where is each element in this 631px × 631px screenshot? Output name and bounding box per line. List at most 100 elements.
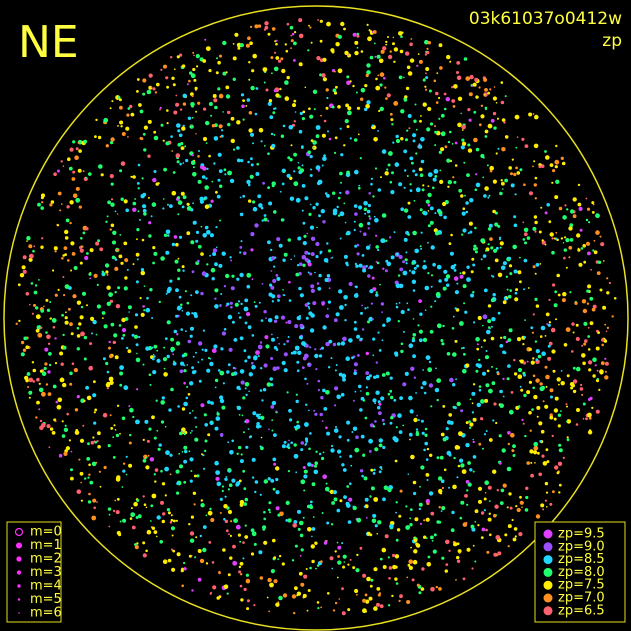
- star: [480, 114, 485, 119]
- star: [346, 485, 350, 488]
- star: [292, 523, 298, 528]
- star: [499, 344, 504, 348]
- star: [482, 371, 486, 376]
- star: [489, 327, 491, 330]
- star: [339, 455, 342, 458]
- star: [128, 463, 133, 468]
- star: [30, 282, 34, 285]
- star: [532, 386, 535, 390]
- star: [458, 188, 463, 193]
- star: [328, 339, 333, 344]
- star: [252, 411, 257, 416]
- star: [468, 221, 473, 226]
- star: [574, 301, 578, 305]
- star: [331, 256, 334, 259]
- star: [271, 184, 275, 188]
- star: [534, 340, 538, 343]
- star: [175, 153, 181, 158]
- star: [109, 354, 113, 359]
- star: [265, 317, 267, 319]
- star: [287, 320, 292, 324]
- star: [501, 118, 506, 122]
- star: [409, 58, 415, 63]
- star: [224, 477, 228, 481]
- star: [240, 573, 243, 576]
- star: [245, 578, 251, 584]
- star: [137, 163, 141, 167]
- star: [272, 457, 277, 462]
- star: [449, 251, 454, 256]
- star: [180, 430, 183, 433]
- star: [183, 445, 188, 450]
- star: [565, 266, 568, 269]
- star: [529, 429, 532, 432]
- star: [54, 293, 58, 297]
- star: [568, 256, 571, 259]
- star: [379, 604, 384, 609]
- star: [252, 53, 257, 59]
- star: [415, 543, 421, 548]
- star: [409, 183, 412, 186]
- star: [385, 97, 388, 100]
- star: [526, 360, 529, 363]
- star: [170, 518, 174, 522]
- star: [259, 389, 263, 392]
- star: [435, 585, 438, 589]
- star: [190, 240, 195, 245]
- star: [275, 274, 279, 277]
- star: [259, 413, 261, 416]
- star: [41, 391, 46, 397]
- star: [114, 291, 117, 294]
- star: [20, 340, 25, 345]
- star: [412, 133, 417, 138]
- star: [469, 422, 474, 427]
- star: [535, 349, 540, 354]
- star: [397, 320, 400, 323]
- star: [399, 489, 403, 493]
- star: [153, 355, 156, 358]
- star: [372, 30, 377, 34]
- star: [401, 31, 404, 34]
- star: [281, 562, 285, 566]
- star: [539, 440, 542, 443]
- star: [349, 454, 353, 458]
- star: [466, 547, 471, 552]
- star: [427, 210, 430, 212]
- star: [93, 380, 96, 384]
- star: [410, 38, 413, 40]
- star: [256, 162, 260, 166]
- star: [406, 129, 409, 132]
- star: [62, 254, 65, 257]
- star: [359, 546, 363, 550]
- star: [410, 454, 415, 460]
- star: [383, 76, 386, 80]
- star: [352, 32, 357, 37]
- star: [214, 378, 219, 383]
- star: [155, 399, 158, 402]
- star: [183, 401, 188, 407]
- star: [153, 344, 158, 349]
- star: [131, 525, 136, 530]
- star: [269, 511, 271, 514]
- star: [330, 257, 333, 259]
- star: [502, 300, 507, 305]
- star: [94, 441, 98, 444]
- star: [57, 397, 63, 403]
- magnitude-swatch: [14, 527, 24, 537]
- star: [308, 302, 311, 305]
- star: [575, 323, 579, 327]
- star: [395, 538, 399, 542]
- star: [430, 305, 433, 308]
- star: [377, 400, 381, 404]
- star: [526, 461, 530, 465]
- star: [239, 540, 242, 543]
- star: [380, 49, 385, 54]
- star: [76, 326, 80, 330]
- star: [119, 383, 123, 387]
- star: [331, 105, 335, 109]
- star: [143, 125, 148, 130]
- star: [456, 555, 460, 560]
- star: [375, 261, 378, 263]
- star: [489, 237, 493, 241]
- star: [160, 68, 163, 71]
